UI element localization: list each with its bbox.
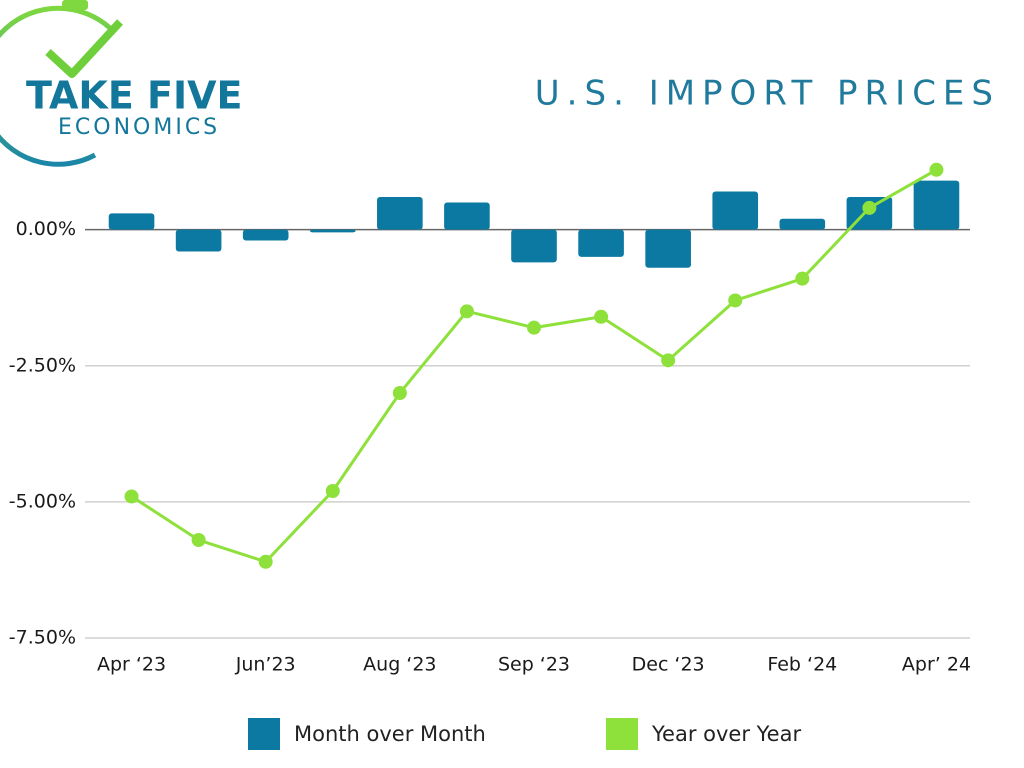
line-point <box>594 309 609 324</box>
logo-check <box>45 19 123 78</box>
logo: TAKE FIVE ECONOMICS <box>0 0 242 167</box>
line-point <box>661 353 676 368</box>
line-point <box>325 484 340 498</box>
line-point <box>527 320 541 335</box>
line-point <box>124 489 139 504</box>
y-tick-label: 0.00% <box>16 218 76 240</box>
bar <box>444 202 490 230</box>
logo-subtext: ECONOMICS <box>58 115 220 140</box>
line-point <box>862 200 877 215</box>
line-point <box>728 293 743 308</box>
x-tick-label: Apr ‘23 <box>97 654 166 676</box>
x-tick-label: Jun’23 <box>235 654 296 676</box>
bar <box>913 180 960 230</box>
y-tick-label: -7.50% <box>9 627 76 649</box>
line-point <box>795 271 810 286</box>
logo-ring <box>0 5 112 167</box>
x-tick-label: Apr’ 24 <box>902 654 971 676</box>
line-point <box>392 386 407 400</box>
x-tick-label: Feb ‘24 <box>767 654 837 676</box>
x-tick-label: Aug ‘23 <box>363 654 436 676</box>
x-tick-label: Dec ‘23 <box>632 654 705 676</box>
bar <box>645 229 691 268</box>
legend-label: Month over Month <box>294 722 486 746</box>
legend-label: Year over Year <box>651 722 801 746</box>
bar <box>242 229 289 241</box>
legend-swatch <box>248 718 280 750</box>
logo-text: TAKE FIVE <box>26 74 242 118</box>
y-tick-label: -2.50% <box>9 354 76 376</box>
bar <box>712 191 759 230</box>
bar <box>578 229 624 257</box>
line-point <box>929 162 944 177</box>
line-point <box>459 304 474 319</box>
bar <box>108 213 155 230</box>
y-tick-label: -5.00% <box>9 490 76 512</box>
line-point <box>258 554 273 569</box>
chart-title: U.S. IMPORT PRICES <box>535 74 1000 114</box>
legend-swatch <box>606 718 638 750</box>
x-tick-label: Sep ‘23 <box>498 654 570 676</box>
line-point <box>191 533 206 547</box>
bar <box>309 229 356 233</box>
bar <box>779 218 826 230</box>
bar <box>175 229 222 252</box>
bar <box>511 229 557 263</box>
bar <box>377 197 423 230</box>
